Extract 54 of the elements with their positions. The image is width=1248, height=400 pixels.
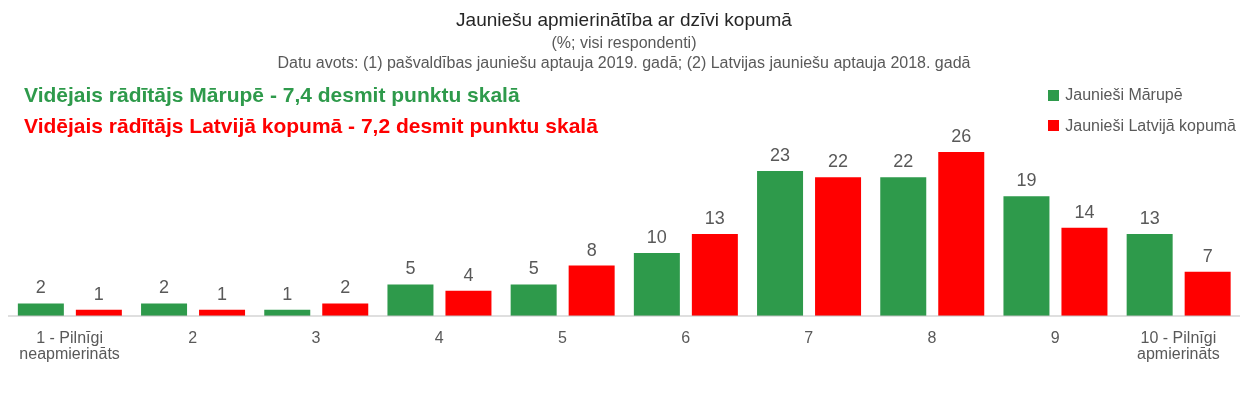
bar — [757, 171, 804, 317]
bar — [1126, 234, 1173, 317]
data-label: 8 — [586, 239, 597, 260]
bar — [568, 265, 615, 317]
bar — [387, 284, 434, 317]
bar — [510, 284, 557, 317]
chart-subtitle: (%; visi respondenti) — [550, 32, 698, 53]
text: Vidējais rādītājs Latvijā kopumā - 7,2 desmit punktu skalā — [24, 112, 598, 139]
bar — [815, 177, 862, 317]
data-label: 22 — [893, 151, 914, 172]
data-label: 1 — [282, 283, 293, 304]
data-label: 2 — [35, 277, 46, 298]
x-tick-label: 6 — [681, 329, 691, 347]
bar — [1061, 227, 1108, 317]
data-label: 2 — [159, 277, 170, 298]
bar — [322, 303, 369, 317]
bar — [141, 303, 188, 317]
x-tick-label: 8 — [927, 329, 937, 347]
data-label: 1 — [217, 283, 228, 304]
text: Datu avots: (1) pašvaldības jauniešu aptauja 2019. gadā; (2) Latvijas jauniešu aptauja 2018. gadā — [276, 53, 972, 74]
bar — [633, 253, 680, 317]
data-label: 23 — [770, 145, 791, 166]
bar — [1003, 196, 1050, 317]
x-tick-label: 4 — [434, 329, 444, 347]
data-label: 13 — [1139, 208, 1160, 229]
text: Vidējais rādītājs Mārupē - 7,4 desmit punktu skalā — [24, 82, 521, 109]
data-label: 22 — [828, 151, 849, 172]
data-label: 13 — [704, 208, 725, 229]
data-label: 5 — [405, 258, 416, 279]
data-label: 10 — [646, 227, 667, 248]
data-label: 7 — [1202, 246, 1213, 267]
x-tick-label: 3 — [311, 329, 321, 347]
data-label: 26 — [951, 126, 972, 147]
x-tick-label: 5 — [557, 329, 567, 347]
bar — [938, 152, 985, 317]
data-label: 5 — [528, 258, 539, 279]
bar — [691, 234, 738, 317]
data-label: 1 — [93, 283, 104, 304]
x-tick-label: 9 — [1050, 329, 1060, 347]
x-tick-label: 2 — [188, 329, 198, 347]
x-tick-label: 7 — [804, 329, 814, 347]
bar — [445, 291, 492, 317]
legend-label: Jaunieši Mārupē — [1064, 85, 1184, 106]
data-label: 19 — [1016, 170, 1037, 191]
x-tick-label: 1 - Pilnīgi neapmierināts — [19, 329, 120, 363]
x-tick-label: 10 - Pilnīgi apmierināts — [1137, 329, 1220, 363]
bar — [17, 303, 64, 317]
bar — [1184, 272, 1231, 317]
chart-title: Jauniešu apmierinātība ar dzīvi kopumā — [455, 8, 793, 32]
data-label: 4 — [463, 265, 474, 286]
legend-label: Jaunieši Latvijā kopumā — [1064, 115, 1236, 136]
data-label: 14 — [1074, 201, 1095, 222]
data-label: 2 — [340, 277, 351, 298]
bar — [880, 177, 927, 317]
